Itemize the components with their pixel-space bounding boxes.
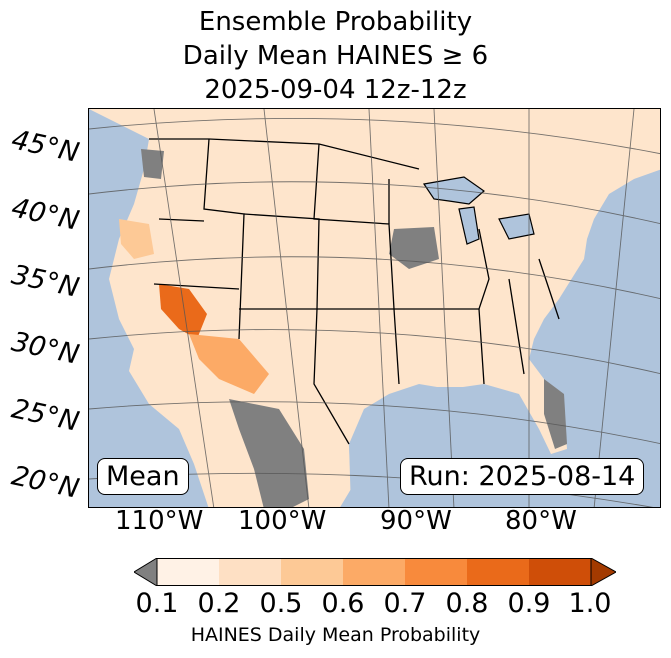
missing-region-nw: [141, 149, 164, 179]
graticule: [89, 109, 660, 507]
colorbar-tick: 0.1: [135, 588, 179, 619]
lon-label-90: 90°W: [380, 506, 452, 536]
colorbar-segment: [157, 558, 219, 586]
colorbar: [134, 558, 616, 586]
colorbar-tick: 1.0: [568, 588, 612, 619]
lat-label-40: 40°N: [8, 192, 82, 237]
title-line-1: Ensemble Probability: [198, 7, 473, 37]
run-date-box: Run: 2025-08-14: [400, 458, 645, 495]
colorbar-tick: 0.7: [383, 588, 427, 619]
north-america-land: [89, 109, 660, 507]
mean-box: Mean: [97, 458, 189, 495]
colorbar-segment: [219, 558, 281, 586]
colorbar-segment: [405, 558, 467, 586]
colorbar-over-arrow: [590, 558, 616, 586]
colorbar-segment: [529, 558, 591, 586]
lat-label-20: 20°N: [8, 460, 82, 505]
colorbar-frame: [156, 558, 592, 586]
high-prob-region-sw: [159, 284, 207, 339]
colorbar-tick: 0.8: [445, 588, 489, 619]
colorbar-segment: [467, 558, 529, 586]
lat-label-30: 30°N: [8, 326, 82, 371]
lon-label-80: 80°W: [505, 506, 577, 536]
lon-label-110: 110°W: [115, 506, 204, 536]
lat-label-25: 25°N: [8, 393, 82, 438]
lat-label-45: 45°N: [8, 124, 82, 169]
title-line-2: Daily Mean HAINES ≥ 6: [182, 41, 489, 71]
colorbar-segment: [343, 558, 405, 586]
colorbar-tick: 0.2: [197, 588, 241, 619]
probability-map: [88, 108, 661, 508]
missing-region-midwest: [389, 227, 439, 269]
lon-label-100: 100°W: [238, 506, 327, 536]
missing-region-florida: [544, 379, 567, 449]
colorbar-label: HAINES Daily Mean Probability: [190, 624, 481, 646]
state-borders: [149, 138, 560, 445]
colorbar-tick: 0.6: [321, 588, 365, 619]
mid-prob-region-ca: [119, 219, 154, 259]
map-canvas: [89, 109, 660, 507]
colorbar-under-arrow: [134, 558, 158, 586]
colorbar-segment: [281, 558, 343, 586]
colorbar-tick: 0.5: [259, 588, 303, 619]
missing-region-mexico: [229, 399, 309, 507]
lat-label-35: 35°N: [8, 259, 82, 304]
title-line-3: 2025-09-04 12z-12z: [204, 75, 467, 105]
colorbar-tick: 0.9: [507, 588, 551, 619]
mid-prob-region-sw: [189, 334, 269, 394]
great-lakes: [422, 176, 535, 245]
